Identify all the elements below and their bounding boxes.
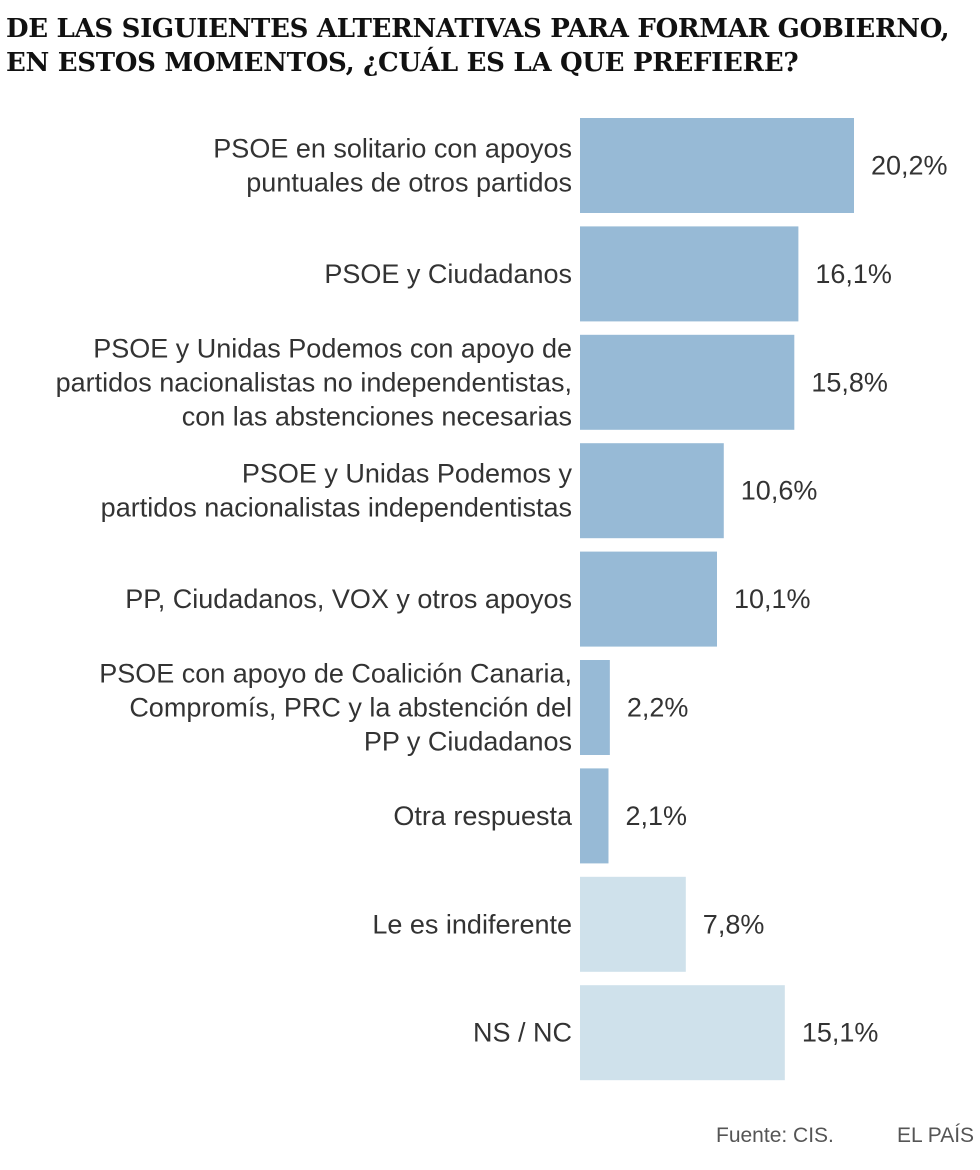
category-label-3-line-3: con las abstenciones necesarias <box>182 401 572 431</box>
bar-5 <box>580 551 717 647</box>
bar-2 <box>580 226 799 322</box>
category-label-6-line-3: PP y Ciudadanos <box>364 727 572 757</box>
category-label-4-line-2: partidos nacionalistas independentistas <box>101 493 572 523</box>
value-label-9: 15,1% <box>802 1018 879 1048</box>
category-label-3-line-1: PSOE y Unidas Podemos con apoyo de <box>93 333 572 363</box>
value-label-7: 2,1% <box>625 801 687 831</box>
title-line-1: DE LAS SIGUIENTES ALTERNATIVAS PARA FORM… <box>6 14 950 44</box>
bar-3 <box>580 334 795 430</box>
source-note: Fuente: CIS. <box>716 1124 834 1147</box>
category-label-5-line-1: PP, Ciudadanos, VOX y otros apoyos <box>125 584 572 614</box>
category-label-6-line-1: PSOE con apoyo de Coalición Canaria, <box>99 659 572 689</box>
category-label-1-line-1: PSOE en solitario con apoyos <box>213 134 572 164</box>
bar-7 <box>580 768 609 864</box>
bar-9 <box>580 985 785 1081</box>
bar-8 <box>580 876 686 972</box>
value-label-4: 10,6% <box>741 476 818 506</box>
value-label-2: 16,1% <box>815 259 892 289</box>
category-label-6-line-2: Compromís, PRC y la abstención del <box>129 693 572 723</box>
category-label-7-line-1: Otra respuesta <box>393 801 573 831</box>
category-label-9-line-1: NS / NC <box>473 1018 572 1048</box>
bar-1 <box>580 118 854 213</box>
value-label-8: 7,8% <box>703 909 765 939</box>
value-label-3: 15,8% <box>811 367 888 397</box>
category-label-2-line-1: PSOE y Ciudadanos <box>324 259 572 289</box>
category-label-1-line-2: puntuales de otros partidos <box>246 168 572 198</box>
value-label-5: 10,1% <box>734 584 811 614</box>
value-label-1: 20,2% <box>871 151 948 181</box>
brand-logo-text: EL PAÍS <box>897 1124 975 1147</box>
chart-title: DE LAS SIGUIENTES ALTERNATIVAS PARA FORM… <box>6 12 974 80</box>
title-line-2: EN ESTOS MOMENTOS, ¿CUÁL ES LA QUE PREFI… <box>6 48 799 78</box>
category-label-4-line-1: PSOE y Unidas Podemos y <box>242 459 573 489</box>
category-label-3-line-2: partidos nacionalistas no independentist… <box>56 367 572 397</box>
value-label-6: 2,2% <box>627 693 689 723</box>
bar-6 <box>580 660 610 755</box>
category-label-8-line-1: Le es indiferente <box>372 909 572 939</box>
bar-4 <box>580 443 724 539</box>
